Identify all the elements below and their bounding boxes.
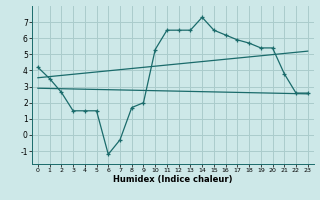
X-axis label: Humidex (Indice chaleur): Humidex (Indice chaleur) [113,175,233,184]
